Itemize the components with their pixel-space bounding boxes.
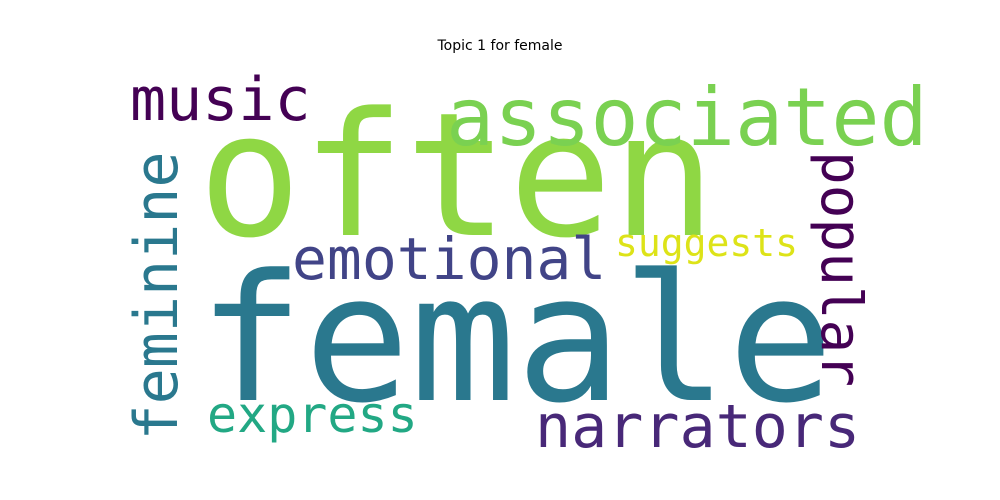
word-music: music xyxy=(130,65,311,135)
word-often: often xyxy=(198,75,716,276)
word-narrators: narrators xyxy=(535,392,861,462)
chart-title: Topic 1 for female xyxy=(437,38,563,54)
word-express: express xyxy=(207,386,418,444)
word-associated: associated xyxy=(446,71,928,164)
word-emotional: emotional xyxy=(292,225,607,293)
word-suggests: suggests xyxy=(615,221,799,265)
word-popular: popular xyxy=(808,150,873,387)
word-feminine: feminine xyxy=(122,151,192,441)
word-female: female xyxy=(198,237,834,442)
